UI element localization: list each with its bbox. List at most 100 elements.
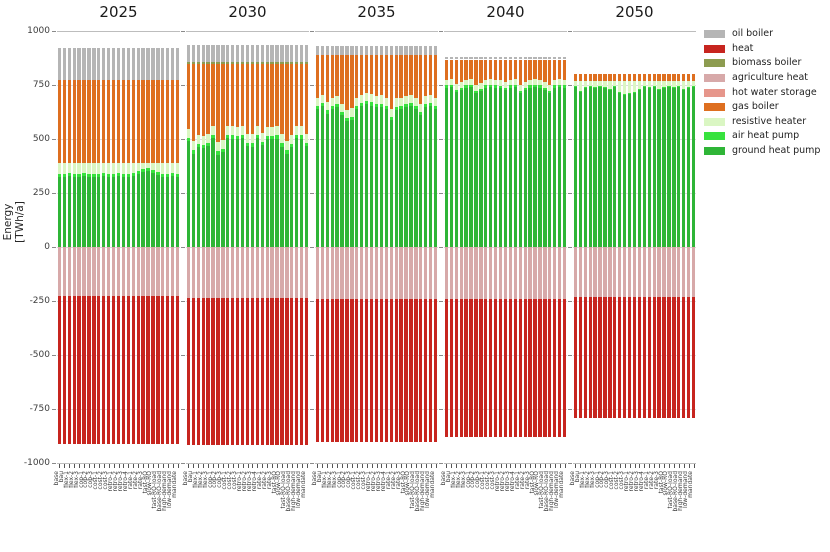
bar-segment [245,298,250,446]
x-tick-mark [530,464,532,468]
x-tick-mark [525,464,527,468]
gridline [186,31,309,32]
x-tick-mark [614,464,616,468]
bar-segment [62,247,67,297]
bar-segment [260,247,264,299]
bar-segment [345,54,349,111]
plot-area [52,31,180,464]
bar-segment [245,142,250,146]
bar-segment [345,247,349,299]
bar-segment [92,296,96,444]
bar-segment [126,247,130,297]
bar-segment [231,247,235,299]
bar-segment [146,80,150,164]
x-tick-label: mandate [301,471,308,498]
legend-item: air heat pump [704,129,830,144]
x-tick-mark [172,464,174,468]
bar-segment [280,62,284,65]
bar-segment [186,45,191,63]
bar-segment [508,56,513,60]
bar-segment [428,103,433,107]
bar-segment [156,175,160,247]
bar-segment [494,56,498,60]
bar-segment [464,85,468,88]
bar-segment [285,150,289,154]
bar-segment [523,82,527,89]
bar-segment [428,247,433,299]
bar-segment [360,106,364,247]
bar-segment [280,298,284,446]
bar-segment [260,45,264,63]
bar-segment [503,59,508,83]
bar-segment [691,86,696,247]
x-tick-mark [361,464,363,468]
bar-segment [141,168,145,172]
bar-segment [464,247,468,299]
bar-segment [275,247,279,299]
bar-segment [449,247,454,299]
x-tick-mark [74,464,76,468]
bar-segment [121,80,126,164]
bar-segment [275,126,279,136]
bar-segment [121,247,126,297]
bar-segment [404,104,408,108]
bar-segment [191,298,196,446]
bar-segment [330,54,334,98]
bar-segment [494,87,498,247]
bar-segment [518,85,522,92]
bar-segment [686,247,691,297]
legend-label: resistive heater [732,115,807,127]
bar-segment [419,104,423,113]
bar-segment [484,85,488,88]
bar-segment [315,97,320,106]
gridline [57,463,180,464]
bar-segment [136,247,140,297]
bar-segment [141,80,145,164]
bar-segment [573,247,578,297]
bar-segment [255,45,259,63]
y-tick-mark [181,31,185,32]
bar-segment [255,125,259,135]
bar-segment [548,91,552,94]
bar-segment [345,121,349,247]
bar-segment [57,163,62,174]
bar-segment [459,56,463,60]
bar-segment [682,89,686,91]
bar-segment [236,62,240,65]
bar-segment [126,176,130,247]
y-axis: Energy [TWh/a] -1000 -750 -500 -250 0 250 500 7… [0,0,56,552]
bar-segment [186,298,191,446]
x-tick-mark [177,464,179,468]
bar-segment [250,247,255,299]
x-tick-mark [262,464,264,468]
bar-segment [325,247,329,299]
bar-segment [126,163,130,174]
y-tick-mark [52,355,56,356]
bar-segment [691,247,696,297]
bar-segment [498,56,503,60]
bar-segment [166,48,170,81]
bar-segment [394,247,398,299]
bar-segment [280,64,284,135]
bar-segment [325,110,329,114]
bar-segment [647,247,651,297]
bar-segment [360,247,364,299]
bar-segment [578,73,583,81]
x-tick-mark [595,464,597,468]
bar-segment [498,88,503,247]
bar-segment [469,59,473,79]
bar-segment [82,163,86,174]
bar-segment [573,86,578,247]
bar-segment [280,45,284,63]
bar-segment [72,48,76,81]
bar-segment [642,73,646,81]
bar-segment [384,108,388,247]
bar-segment [454,298,458,438]
bar-segment [479,83,483,89]
x-tick-mark [213,464,215,468]
bar-segment [409,103,413,107]
bar-segment [350,298,354,443]
bar-segment [236,139,240,247]
bar-segment [146,296,150,444]
bar-segment [355,46,359,55]
